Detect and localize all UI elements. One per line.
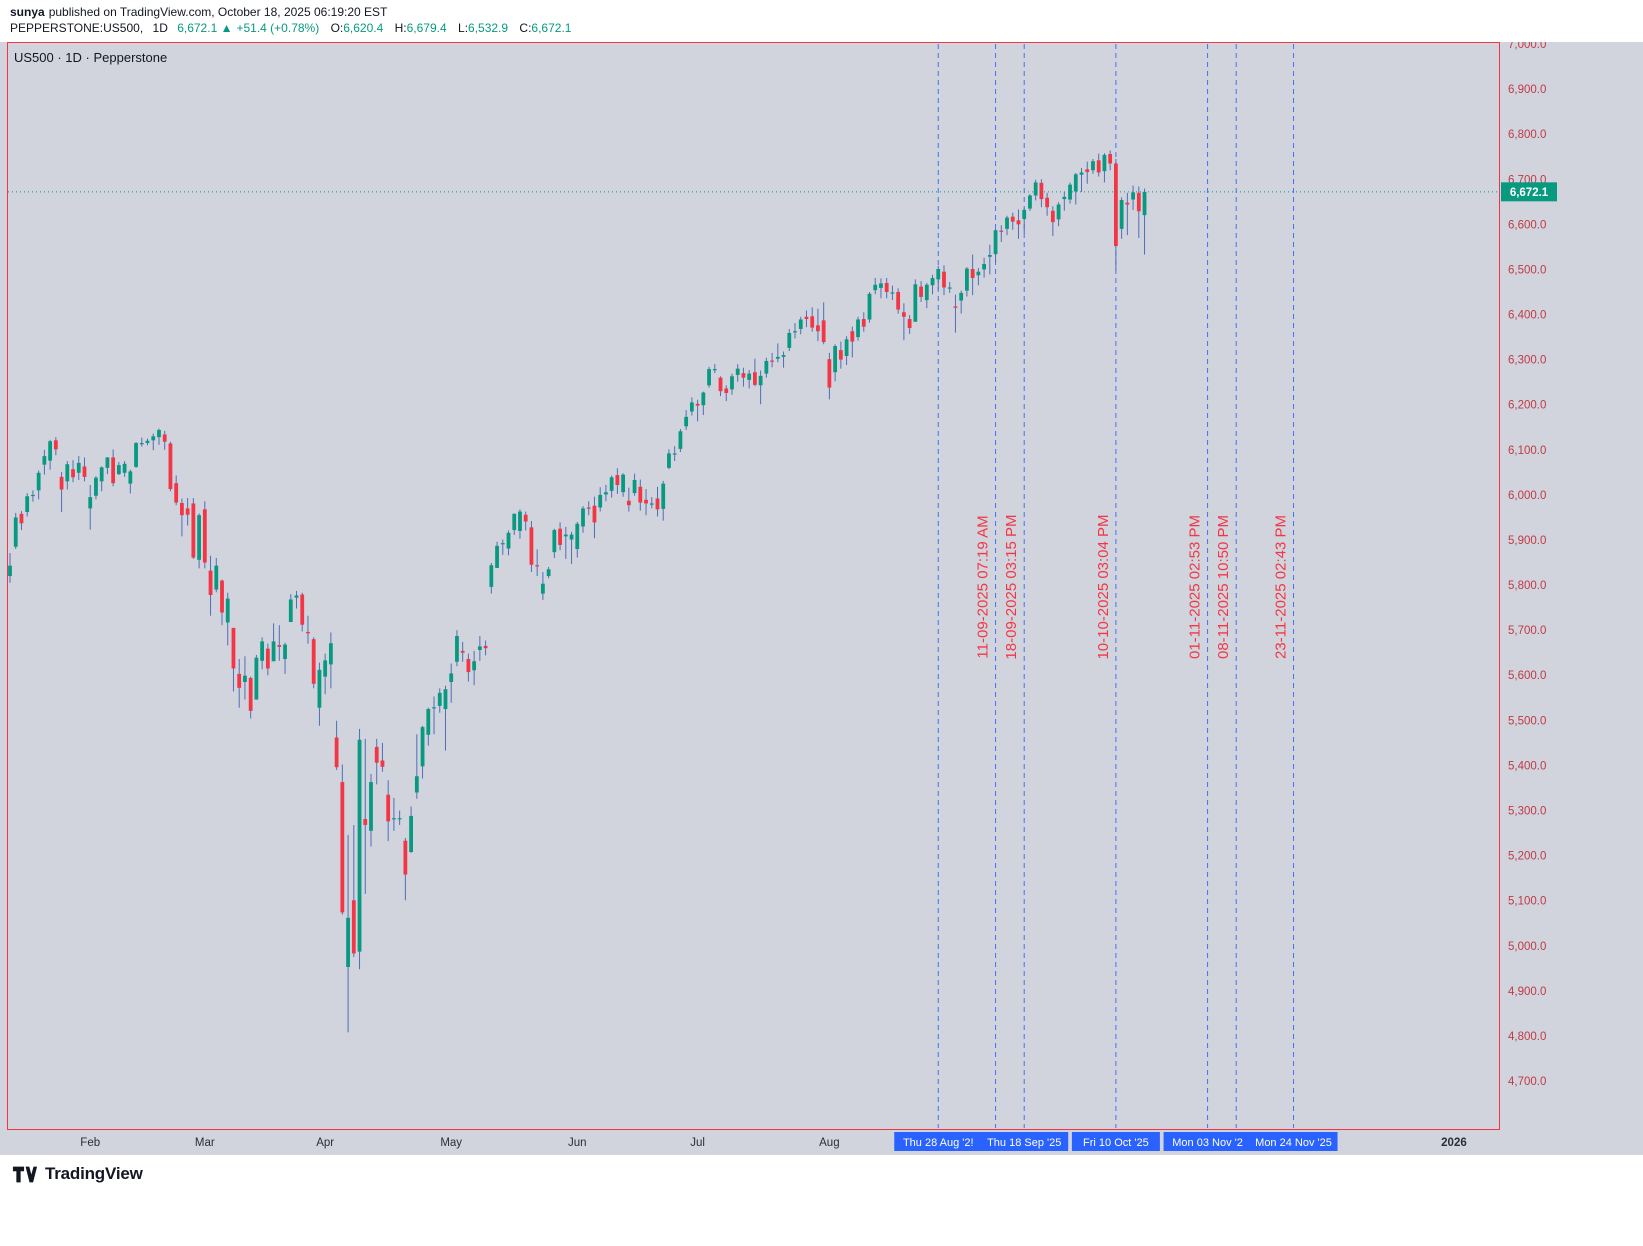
svg-text:4,700.0: 4,700.0	[1508, 1076, 1546, 1088]
svg-text:01-11-2025 02:53 PM: 01-11-2025 02:53 PM	[1187, 515, 1204, 659]
candles-series	[8, 150, 1147, 1033]
brand-row: TradingView	[12, 1163, 143, 1185]
high-label: H:	[394, 21, 407, 35]
published-text: published on TradingView.com, October 18…	[48, 5, 388, 19]
svg-text:Jul: Jul	[690, 1137, 705, 1149]
svg-text:6,100.0: 6,100.0	[1508, 445, 1546, 457]
svg-text:6,672.1: 6,672.1	[1510, 187, 1549, 199]
high-value: 6,679.4	[406, 21, 447, 35]
svg-text:Jun: Jun	[568, 1137, 587, 1149]
close-label: C:	[519, 21, 532, 35]
svg-text:7,000.0: 7,000.0	[1508, 42, 1546, 51]
svg-text:4,800.0: 4,800.0	[1508, 1031, 1546, 1043]
svg-text:5,100.0: 5,100.0	[1508, 896, 1546, 908]
svg-text:5,300.0: 5,300.0	[1508, 806, 1546, 818]
snapshot-header: sunya published on TradingView.com, Octob…	[0, 0, 1643, 42]
svg-text:6,000.0: 6,000.0	[1508, 490, 1546, 502]
tradingview-logo-icon	[12, 1166, 38, 1183]
svg-text:11-09-2025 07:19 AM: 11-09-2025 07:19 AM	[975, 515, 992, 658]
time-axis[interactable]: Feb Mar Apr May Jun Jul Aug 2026 Thu 28 Aug '2! T…	[80, 1132, 1467, 1151]
chart-background	[0, 42, 1643, 1155]
chart-legend: US500 · 1D · Pepperstone	[14, 50, 168, 65]
svg-text:Thu 28 Aug '2!: Thu 28 Aug '2!	[903, 1137, 974, 1149]
open-value: 6,620.4	[343, 21, 384, 35]
svg-text:Feb: Feb	[80, 1137, 100, 1149]
brand-name: TradingView	[45, 1164, 143, 1183]
svg-text:Mar: Mar	[195, 1137, 215, 1149]
svg-text:6,500.0: 6,500.0	[1508, 264, 1546, 276]
svg-text:5,000.0: 5,000.0	[1508, 941, 1546, 953]
chart-area[interactable]: 11-09-2025 07:19 AM 18-09-2025 03:15 PM 10…	[0, 42, 1643, 1155]
svg-text:Thu 18 Sep '25: Thu 18 Sep '25	[987, 1137, 1061, 1149]
price-axis[interactable]: 4,700.0 4,800.0 4,900.0 5,000.0 5,100.0 5,200…	[1501, 42, 1557, 1088]
svg-text:May: May	[440, 1137, 462, 1149]
svg-text:Aug: Aug	[819, 1137, 839, 1149]
author-name: sunya	[10, 5, 45, 19]
close-value: 6,672.1	[531, 21, 572, 35]
svg-text:2026: 2026	[1441, 1137, 1467, 1149]
svg-text:6,900.0: 6,900.0	[1508, 84, 1546, 96]
open-label: O:	[330, 21, 344, 35]
change-value: +51.4 (+0.78%)	[236, 21, 320, 35]
interval-label: 1D	[152, 21, 168, 35]
svg-text:5,700.0: 5,700.0	[1508, 625, 1546, 637]
svg-text:Mon 03 Nov '2: Mon 03 Nov '2	[1172, 1137, 1243, 1149]
svg-text:5,500.0: 5,500.0	[1508, 715, 1546, 727]
svg-text:5,800.0: 5,800.0	[1508, 580, 1546, 592]
plot-frame	[7, 42, 1500, 1130]
candlestick-chart[interactable]: 11-09-2025 07:19 AM 18-09-2025 03:15 PM 10…	[0, 42, 1643, 1155]
svg-text:6,200.0: 6,200.0	[1508, 400, 1546, 412]
low-label: L:	[458, 21, 469, 35]
svg-text:5,200.0: 5,200.0	[1508, 851, 1546, 863]
change-arrow-icon: ▲	[220, 21, 233, 35]
svg-text:Mon 24 Nov '25: Mon 24 Nov '25	[1255, 1137, 1332, 1149]
svg-text:5,900.0: 5,900.0	[1508, 535, 1546, 547]
svg-text:5,400.0: 5,400.0	[1508, 760, 1546, 772]
svg-text:Apr: Apr	[316, 1137, 334, 1149]
svg-text:23-11-2025 02:43 PM: 23-11-2025 02:43 PM	[1273, 515, 1290, 659]
event-lines: 11-09-2025 07:19 AM 18-09-2025 03:15 PM 10…	[937, 44, 1295, 1128]
footer: TradingView	[0, 1155, 1643, 1246]
symbol-name: PEPPERSTONE:US500,	[10, 21, 144, 35]
published-line: sunya published on TradingView.com, Octob…	[10, 5, 1643, 19]
svg-text:6,300.0: 6,300.0	[1508, 355, 1546, 367]
last-price: 6,672.1	[177, 21, 218, 35]
svg-text:6,800.0: 6,800.0	[1508, 129, 1546, 141]
svg-text:Fri 10 Oct '25: Fri 10 Oct '25	[1083, 1137, 1149, 1149]
svg-text:10-10-2025 03:04 PM: 10-10-2025 03:04 PM	[1095, 514, 1112, 659]
symbol-line: PEPPERSTONE:US500, 1D 6,672.1 ▲ +51.4 (+0…	[10, 21, 1643, 36]
svg-text:6,400.0: 6,400.0	[1508, 310, 1546, 322]
svg-text:08-11-2025 10:50 PM: 08-11-2025 10:50 PM	[1215, 515, 1232, 659]
svg-text:5,600.0: 5,600.0	[1508, 670, 1546, 682]
svg-text:18-09-2025 03:15 PM: 18-09-2025 03:15 PM	[1003, 514, 1020, 659]
low-value: 6,532.9	[468, 21, 509, 35]
svg-text:4,900.0: 4,900.0	[1508, 986, 1546, 998]
svg-text:6,600.0: 6,600.0	[1508, 219, 1546, 231]
